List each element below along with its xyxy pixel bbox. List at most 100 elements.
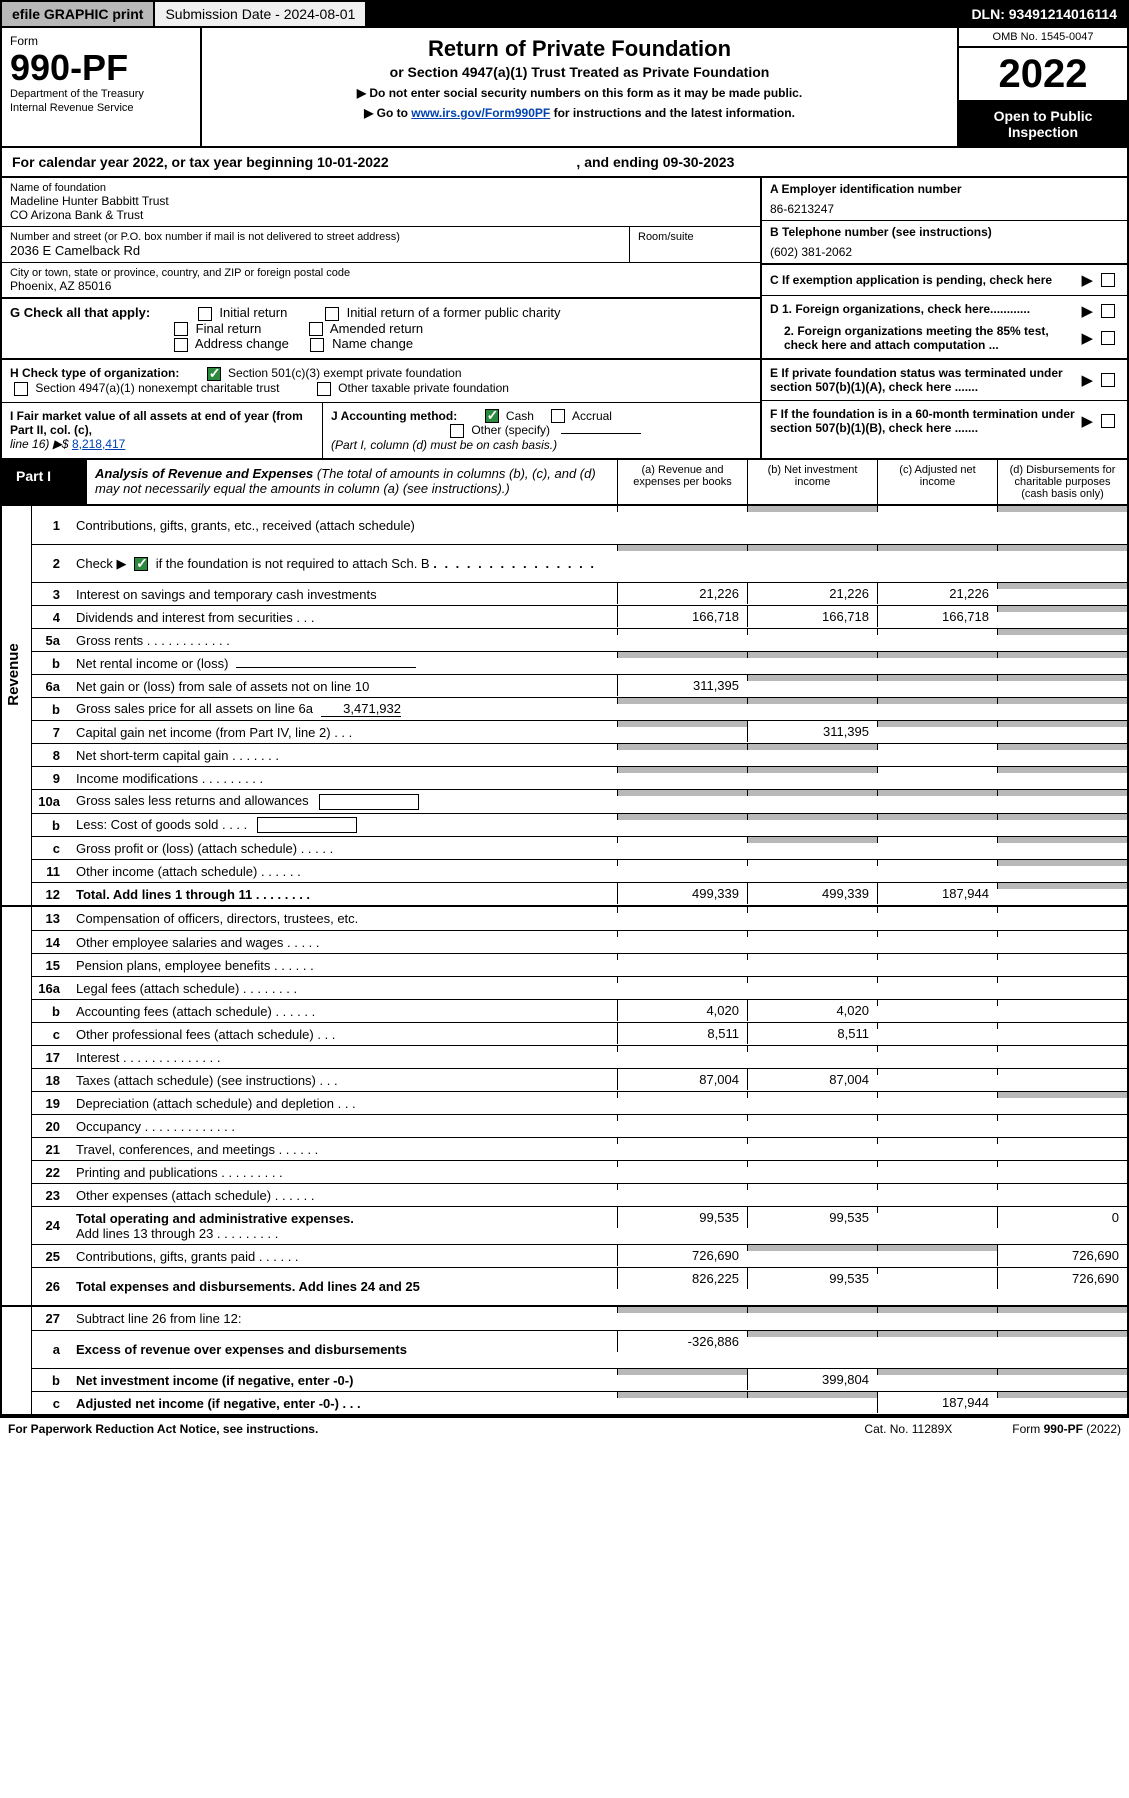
ssn-warning: ▶ Do not enter social security numbers o…: [210, 86, 949, 100]
form-number: 990-PF: [10, 50, 192, 86]
table-row: 5aGross rents . . . . . . . . . . . .: [32, 628, 1127, 651]
exemption-pending-checkbox[interactable]: [1101, 273, 1115, 287]
table-row: aExcess of revenue over expenses and dis…: [32, 1330, 1127, 1368]
table-row: cGross profit or (loss) (attach schedule…: [32, 836, 1127, 859]
table-row: 8Net short-term capital gain . . . . . .…: [32, 743, 1127, 766]
table-row: 23Other expenses (attach schedule) . . .…: [32, 1183, 1127, 1206]
table-row: 16aLegal fees (attach schedule) . . . . …: [32, 976, 1127, 999]
other-method-checkbox[interactable]: [450, 424, 464, 438]
city-cell: City or town, state or province, country…: [2, 263, 760, 298]
table-row: 15Pension plans, employee benefits . . .…: [32, 953, 1127, 976]
status-terminated-checkbox[interactable]: [1101, 373, 1115, 387]
irs-label: Internal Revenue Service: [10, 102, 192, 114]
table-row: 14Other employee salaries and wages . . …: [32, 930, 1127, 953]
address-cell: Number and street (or P.O. box number if…: [2, 227, 630, 262]
page-footer: For Paperwork Reduction Act Notice, see …: [0, 1416, 1129, 1440]
table-row: 4Dividends and interest from securities …: [32, 605, 1127, 628]
open-to-public: Open to Public Inspection: [959, 102, 1127, 146]
part1-header: Part I Analysis of Revenue and Expenses …: [0, 460, 1129, 506]
top-bar: efile GRAPHIC print Submission Date - 20…: [0, 0, 1129, 28]
dept-treasury: Department of the Treasury: [10, 88, 192, 100]
identity-grid: Name of foundation Madeline Hunter Babbi…: [0, 178, 1129, 360]
accrual-checkbox[interactable]: [551, 409, 565, 423]
phone-cell: B Telephone number (see instructions) (6…: [762, 221, 1127, 264]
i-fair-market: I Fair market value of all assets at end…: [2, 403, 322, 459]
table-row: 22Printing and publications . . . . . . …: [32, 1160, 1127, 1183]
c-check-row: C If exemption application is pending, c…: [762, 264, 1127, 295]
revenue-side-label: Revenue: [2, 506, 32, 905]
address-change-checkbox[interactable]: [174, 338, 188, 352]
line27-table: 27Subtract line 26 from line 12: aExcess…: [0, 1307, 1129, 1416]
table-row: 7Capital gain net income (from Part IV, …: [32, 720, 1127, 743]
table-row: bAccounting fees (attach schedule) . . .…: [32, 999, 1127, 1022]
dln-number: DLN: 93491214016114: [961, 2, 1127, 26]
goto-instruction: ▶ Go to www.irs.gov/Form990PF for instru…: [210, 106, 949, 120]
form-header: Form 990-PF Department of the Treasury I…: [0, 28, 1129, 148]
table-row: 27Subtract line 26 from line 12:: [32, 1307, 1127, 1330]
col-d-header: (d) Disbursements for charitable purpose…: [997, 460, 1127, 504]
j-accounting: J Accounting method: Cash Accrual Other …: [322, 403, 760, 459]
4947-checkbox[interactable]: [14, 382, 28, 396]
table-row: 2Check ▶ if the foundation is not requir…: [32, 544, 1127, 582]
501c3-checkbox[interactable]: [207, 367, 221, 381]
col-c-header: (c) Adjusted net income: [877, 460, 997, 504]
form-label: Form: [10, 34, 192, 48]
omb-number: OMB No. 1545-0047: [959, 28, 1127, 48]
table-row: bLess: Cost of goods sold . . . .: [32, 813, 1127, 837]
room-suite-cell: Room/suite: [630, 227, 760, 262]
sch-b-checkbox[interactable]: [134, 557, 148, 571]
form-id-block: Form 990-PF Department of the Treasury I…: [2, 28, 202, 146]
table-row: 20Occupancy . . . . . . . . . . . . .: [32, 1114, 1127, 1137]
table-row: 26Total expenses and disbursements. Add …: [32, 1267, 1127, 1305]
cash-checkbox[interactable]: [485, 409, 499, 423]
table-row: 21Travel, conferences, and meetings . . …: [32, 1137, 1127, 1160]
part1-description: Analysis of Revenue and Expenses (The to…: [87, 460, 617, 504]
irs-form-link[interactable]: www.irs.gov/Form990PF: [411, 106, 550, 120]
table-row: 18Taxes (attach schedule) (see instructi…: [32, 1068, 1127, 1091]
e-check-row: E If private foundation status was termi…: [762, 360, 1127, 400]
blank-side: [2, 1307, 32, 1414]
form-title-block: Return of Private Foundation or Section …: [202, 28, 957, 146]
table-row: 3Interest on savings and temporary cash …: [32, 582, 1127, 605]
calendar-year-row: For calendar year 2022, or tax year begi…: [0, 148, 1129, 178]
initial-former-checkbox[interactable]: [325, 307, 339, 321]
expense-table: Operating and Administrative Expenses 13…: [0, 907, 1129, 1307]
foreign-85-checkbox[interactable]: [1101, 331, 1115, 345]
g-check-row: G Check all that apply: Initial return I…: [2, 298, 760, 358]
foundation-name-cell: Name of foundation Madeline Hunter Babbi…: [2, 178, 760, 227]
fair-market-value-link[interactable]: 8,218,417: [72, 437, 125, 451]
table-row: cAdjusted net income (if negative, enter…: [32, 1391, 1127, 1414]
part1-label: Part I: [2, 460, 87, 504]
amended-return-checkbox[interactable]: [309, 322, 323, 336]
cat-number: Cat. No. 11289X: [864, 1422, 952, 1436]
d-check-row: D 1. Foreign organizations, check here..…: [762, 295, 1127, 358]
60-month-checkbox[interactable]: [1101, 414, 1115, 428]
form-subtitle: or Section 4947(a)(1) Trust Treated as P…: [210, 64, 949, 80]
year-block: OMB No. 1545-0047 2022 Open to Public In…: [957, 28, 1127, 146]
paperwork-notice: For Paperwork Reduction Act Notice, see …: [8, 1422, 318, 1436]
table-row: 12Total. Add lines 1 through 11 . . . . …: [32, 882, 1127, 905]
table-row: 6aNet gain or (loss) from sale of assets…: [32, 674, 1127, 697]
tax-year: 2022: [959, 48, 1127, 102]
form-title: Return of Private Foundation: [210, 36, 949, 62]
col-a-header: (a) Revenue and expenses per books: [617, 460, 747, 504]
form-version: Form 990-PF (2022): [1012, 1422, 1121, 1436]
efile-print-button[interactable]: efile GRAPHIC print: [2, 2, 155, 26]
revenue-table: Revenue 1Contributions, gifts, grants, e…: [0, 506, 1129, 907]
submission-date: Submission Date - 2024-08-01: [155, 2, 367, 26]
col-b-header: (b) Net investment income: [747, 460, 877, 504]
initial-return-checkbox[interactable]: [198, 307, 212, 321]
other-taxable-checkbox[interactable]: [317, 382, 331, 396]
f-check-row: F If the foundation is in a 60-month ter…: [762, 400, 1127, 441]
name-change-checkbox[interactable]: [310, 338, 324, 352]
h-row: H Check type of organization: Section 50…: [2, 360, 760, 402]
table-row: 13Compensation of officers, directors, t…: [32, 907, 1127, 930]
hji-section: H Check type of organization: Section 50…: [0, 360, 1129, 460]
table-row: 17Interest . . . . . . . . . . . . . .: [32, 1045, 1127, 1068]
foreign-org-checkbox[interactable]: [1101, 304, 1115, 318]
table-row: 1Contributions, gifts, grants, etc., rec…: [32, 506, 1127, 544]
table-row: bNet investment income (if negative, ent…: [32, 1368, 1127, 1391]
table-row: cOther professional fees (attach schedul…: [32, 1022, 1127, 1045]
final-return-checkbox[interactable]: [174, 322, 188, 336]
table-row: bGross sales price for all assets on lin…: [32, 697, 1127, 720]
